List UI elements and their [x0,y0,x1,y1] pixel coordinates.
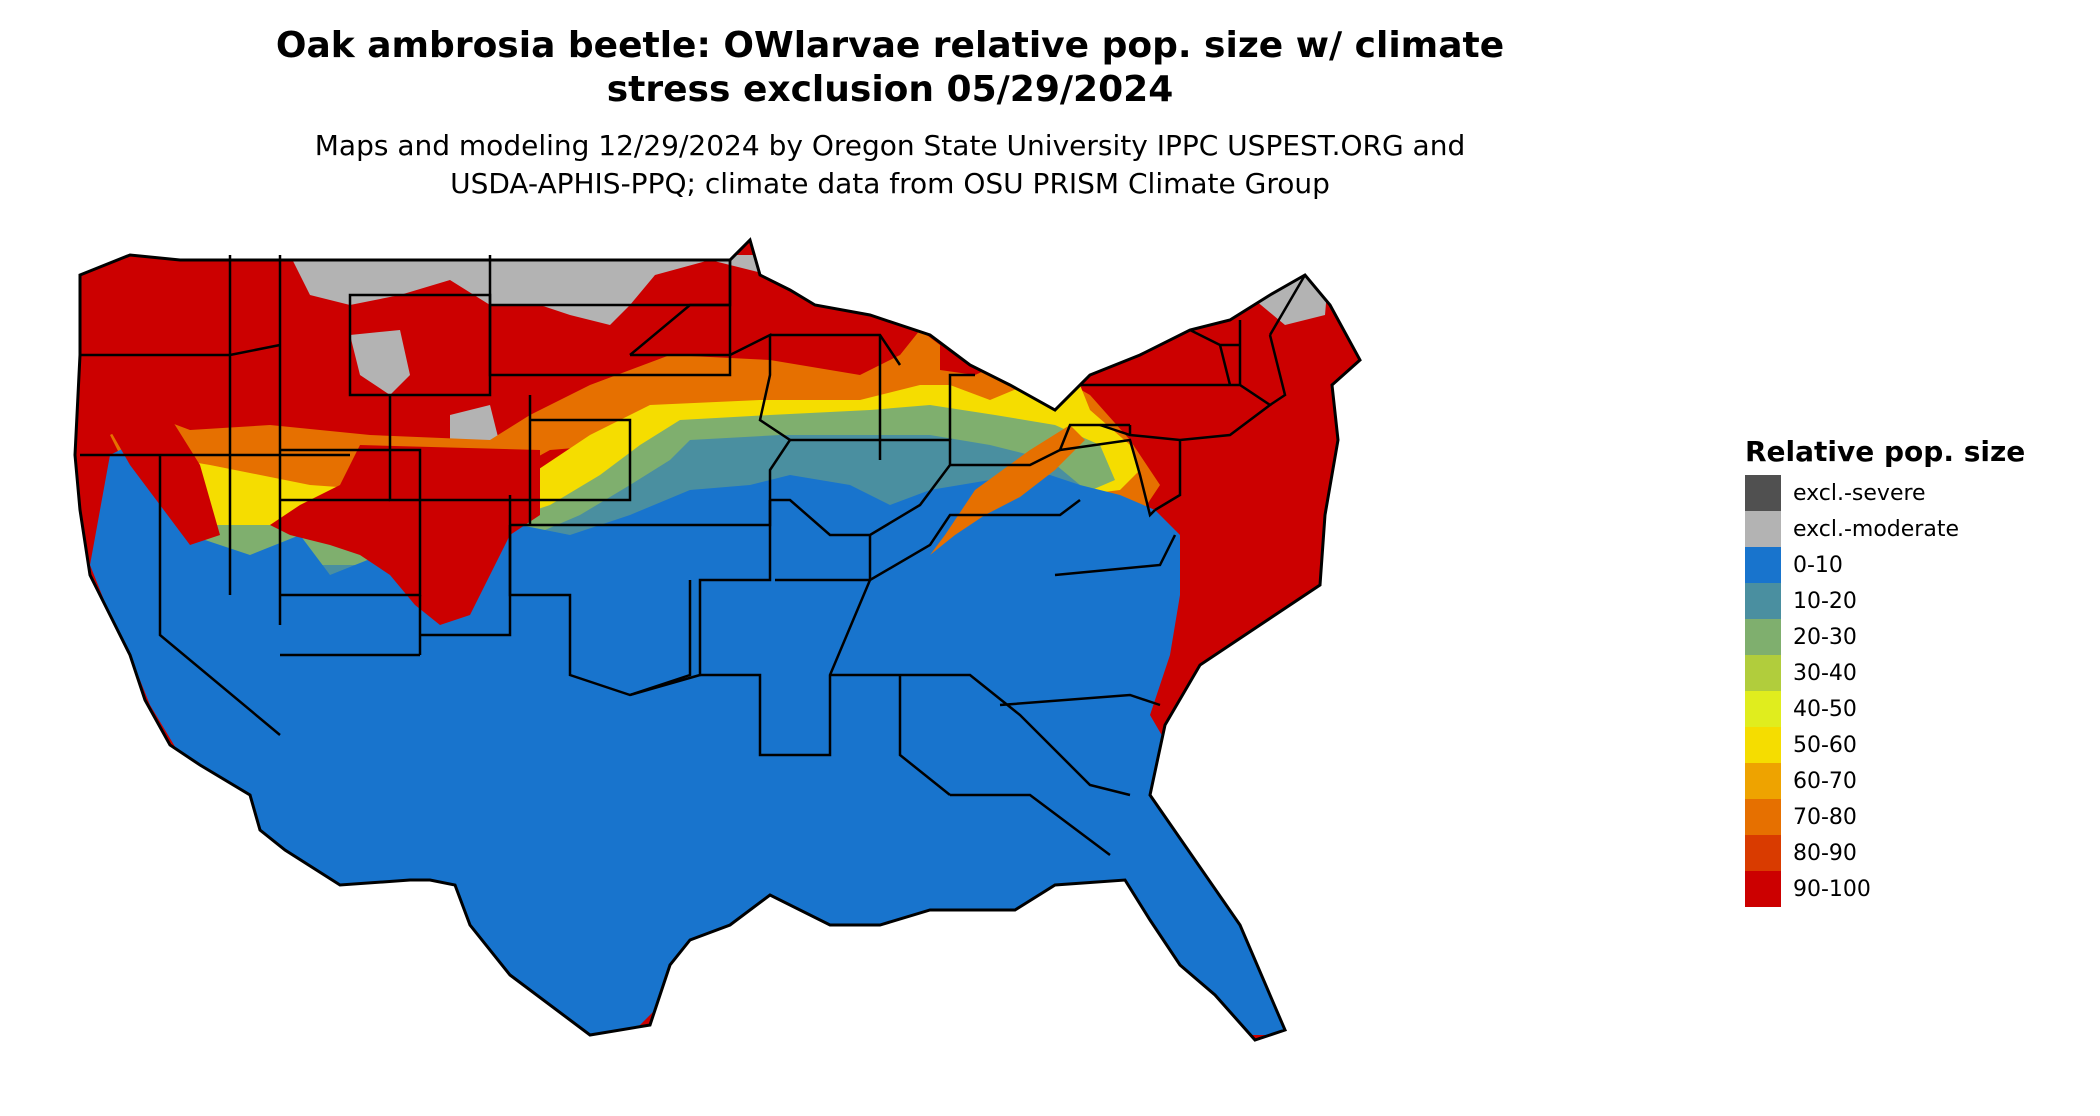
title-line-1: Oak ambrosia beetle: OWlarvae relative p… [275,25,1505,66]
legend-label: 60-70 [1793,768,1857,794]
zone-excl-moderate-rockies [350,330,500,465]
us-outline [73,237,1362,1042]
us-population-map [73,237,1362,1042]
legend-item: excl.-severe [1745,475,2025,511]
legend-swatch [1745,835,1781,871]
legend-swatch [1745,691,1781,727]
legend-item: 80-90 [1745,835,2025,871]
legend-swatch [1745,583,1781,619]
subtitle-line-1: Maps and modeling 12/29/2024 by Oregon S… [314,129,1466,162]
legend-item: excl.-moderate [1745,511,2025,547]
map-fill [75,240,1360,1040]
legend-title: Relative pop. size [1745,435,2026,468]
legend-items: excl.-severe excl.-moderate 0-10 10-20 2… [1745,475,2025,907]
legend-item: 0-10 [1745,547,2025,583]
legend-item: 60-70 [1745,763,2025,799]
legend-item: 70-80 [1745,799,2025,835]
legend-label: 20-30 [1793,624,1857,650]
legend-item: 90-100 [1745,871,2025,907]
legend-label: 10-20 [1793,588,1857,614]
legend-label: 50-60 [1793,732,1857,758]
map-subtitle: Maps and modeling 12/29/2024 by Oregon S… [190,127,1590,203]
map-title: Oak ambrosia beetle: OWlarvae relative p… [190,24,1590,112]
legend-label: 70-80 [1793,804,1857,830]
legend-swatch [1745,619,1781,655]
legend-swatch [1745,511,1781,547]
legend-swatch [1745,727,1781,763]
legend-item: 30-40 [1745,655,2025,691]
legend-label: excl.-severe [1793,480,1926,506]
legend-label: 0-10 [1793,552,1843,578]
legend-swatch [1745,475,1781,511]
zone-red-southwest [270,445,540,625]
legend-swatch [1745,871,1781,907]
legend-swatch [1745,763,1781,799]
legend-label: 80-90 [1793,840,1857,866]
title-line-2: stress exclusion 05/29/2024 [606,69,1174,110]
legend-item: 10-20 [1745,583,2025,619]
legend: Relative pop. size excl.-severe excl.-mo… [1745,435,2025,907]
legend-label: 30-40 [1793,660,1857,686]
legend-item: 40-50 [1745,691,2025,727]
legend-swatch [1745,547,1781,583]
state-borders [80,255,1307,856]
legend-swatch [1745,655,1781,691]
legend-swatch [1745,799,1781,835]
legend-label: 90-100 [1793,876,1871,902]
legend-item: 20-30 [1745,619,2025,655]
legend-label: excl.-moderate [1793,516,1959,542]
subtitle-line-2: USDA-APHIS-PPQ; climate data from OSU PR… [450,167,1330,200]
legend-label: 40-50 [1793,696,1857,722]
legend-item: 50-60 [1745,727,2025,763]
